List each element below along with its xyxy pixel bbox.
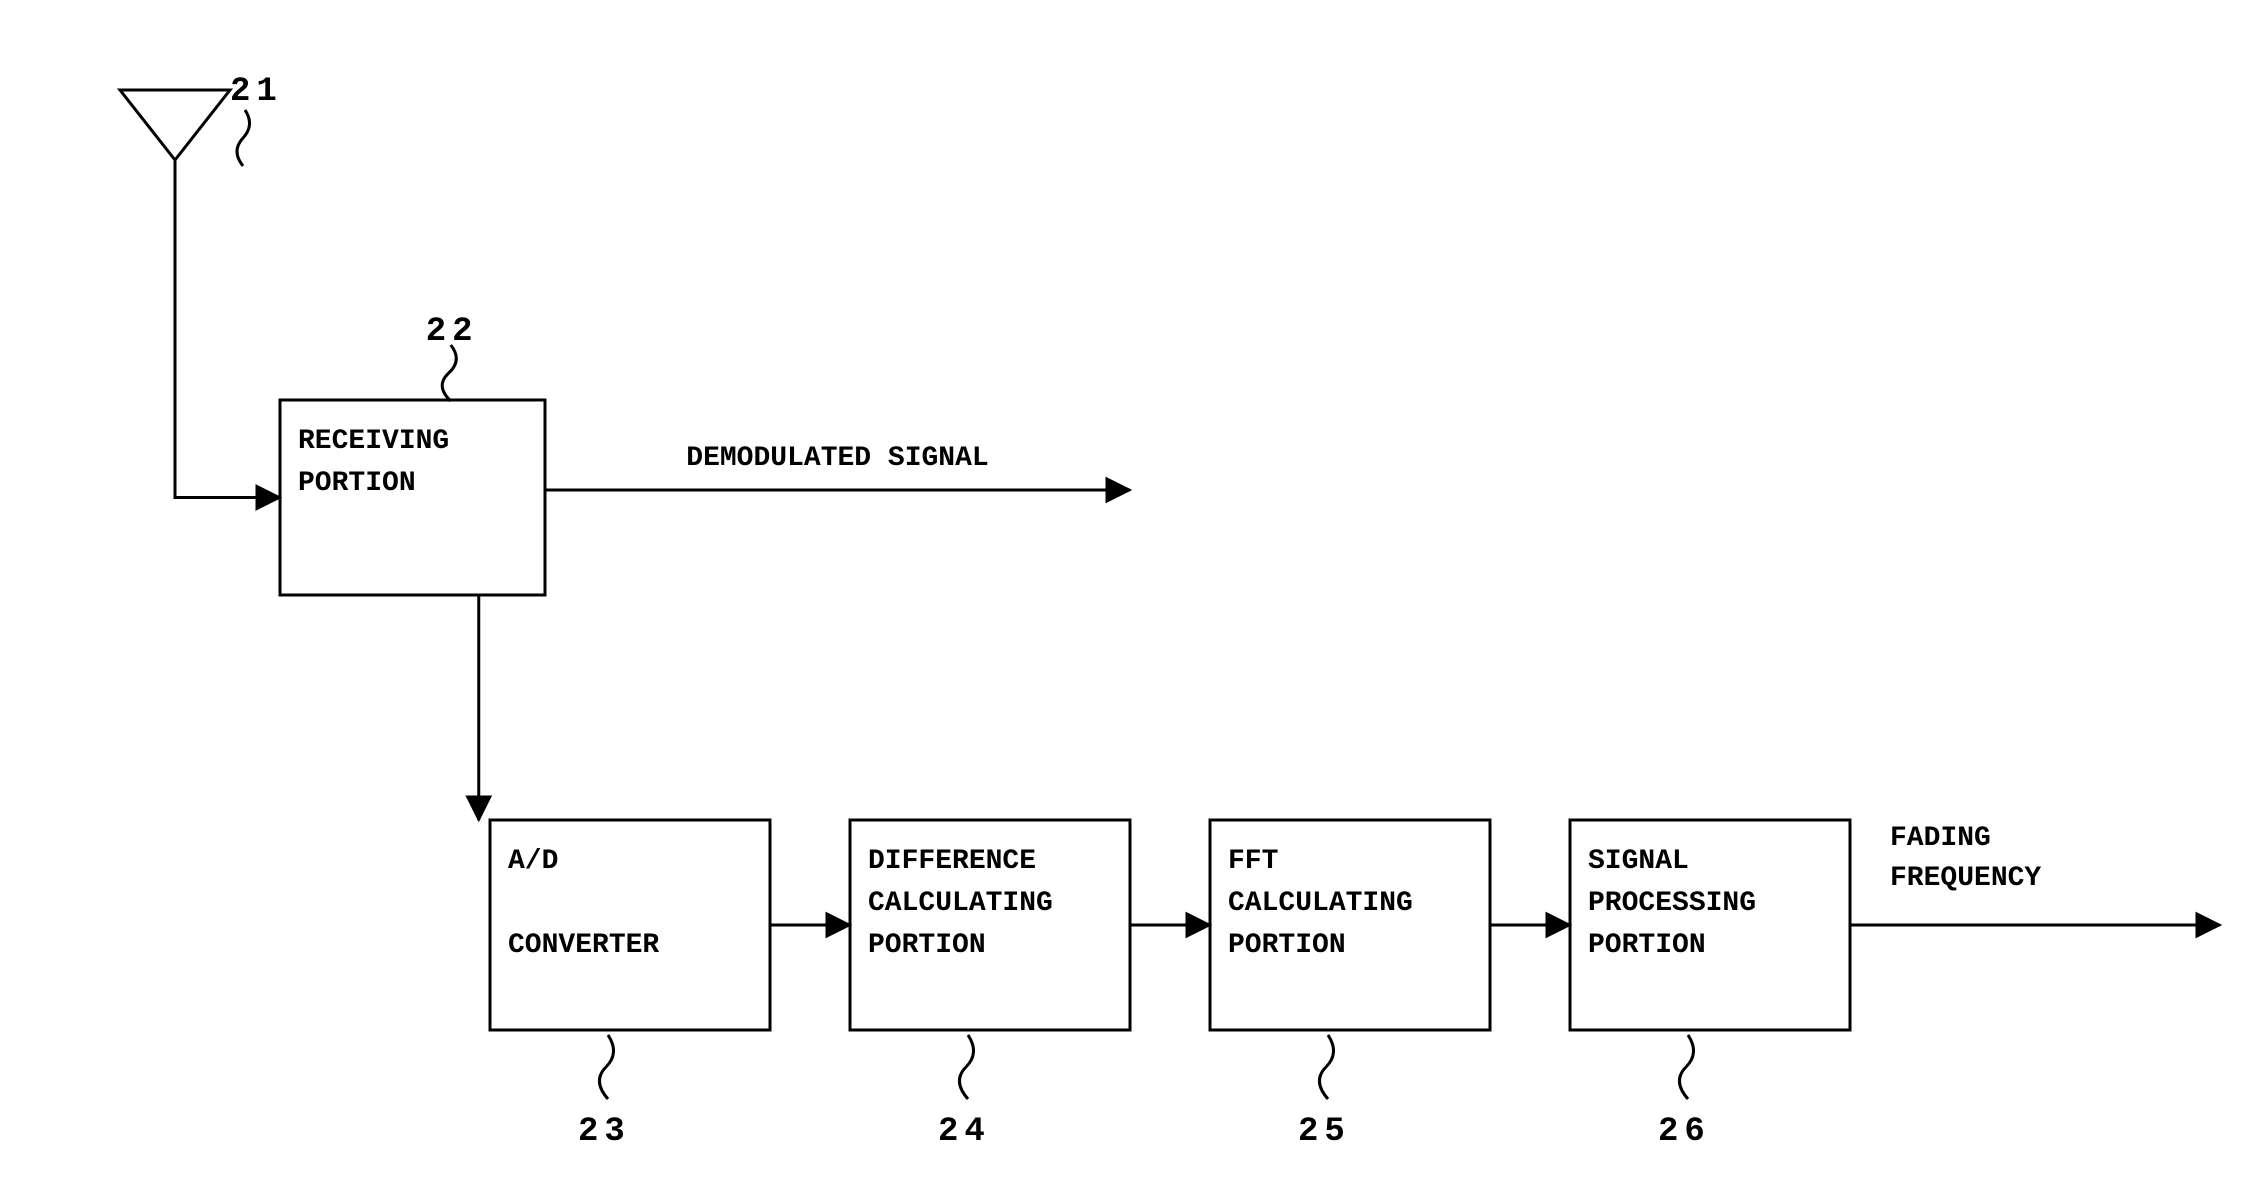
fft-label-1: CALCULATING [1228, 888, 1413, 919]
receiving-ref-tie [442, 345, 456, 401]
fading-label-1: FADING [1890, 823, 1991, 854]
sig-label-1: PROCESSING [1588, 888, 1756, 919]
diff-ref: 24 [938, 1113, 991, 1151]
adc-ref: 23 [578, 1113, 631, 1151]
antenna-icon [120, 90, 230, 160]
receiving-label-0: RECEIVING [298, 426, 449, 457]
diff-label-0: DIFFERENCE [868, 846, 1036, 877]
diff-ref-tie [959, 1035, 973, 1099]
fft-label-2: PORTION [1228, 930, 1346, 961]
adc-ref-tie [599, 1035, 613, 1099]
diff-label-1: CALCULATING [868, 888, 1053, 919]
diff-label-2: PORTION [868, 930, 986, 961]
adc-label-2: CONVERTER [508, 930, 659, 961]
antenna-ref-tie [237, 110, 250, 166]
fft-label-0: FFT [1228, 846, 1278, 877]
sig-ref-tie [1679, 1035, 1693, 1099]
sig-ref: 26 [1658, 1113, 1711, 1151]
adc-label-0: A/D [508, 846, 558, 877]
sig-label-0: SIGNAL [1588, 846, 1689, 877]
antenna-ref: 21 [230, 73, 283, 111]
fading-label-2: FREQUENCY [1890, 863, 2041, 894]
fft-ref: 25 [1298, 1113, 1351, 1151]
receiving-ref: 22 [426, 313, 479, 351]
sig-label-2: PORTION [1588, 930, 1706, 961]
wire-antenna-to-receiving [175, 490, 280, 498]
fft-ref-tie [1319, 1035, 1333, 1099]
receiving-label-1: PORTION [298, 468, 416, 499]
demodulated-signal-label: DEMODULATED SIGNAL [686, 443, 988, 474]
